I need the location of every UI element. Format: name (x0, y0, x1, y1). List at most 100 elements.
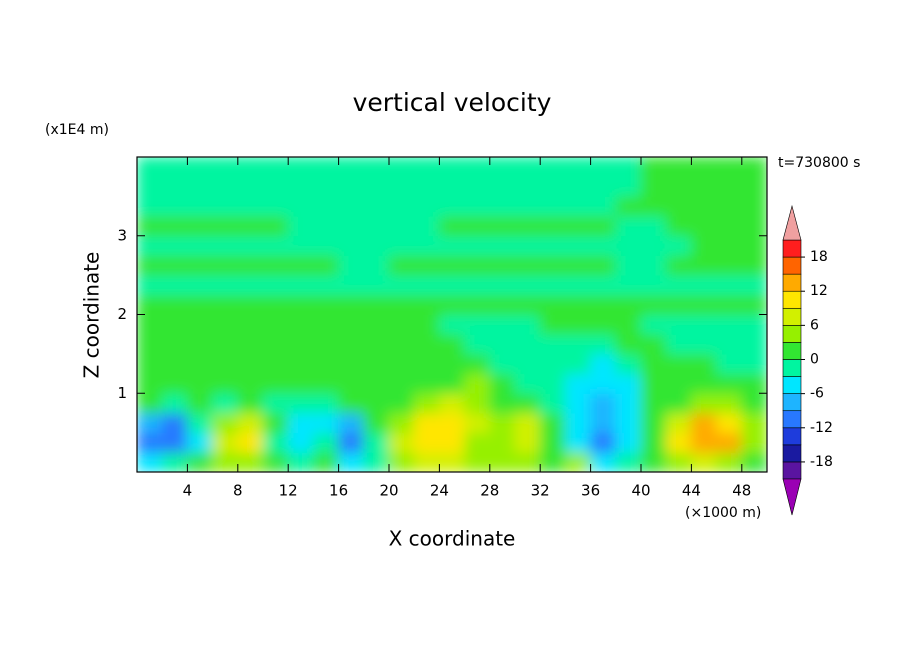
colorbar-band (782, 427, 802, 446)
field-cell (741, 254, 767, 276)
field-cell (716, 451, 743, 472)
field-cell (438, 314, 466, 335)
field-cell (312, 432, 340, 453)
x-tick-label: 12 (279, 482, 298, 500)
field-cell (514, 314, 541, 335)
field-cell (640, 451, 667, 472)
colorbar-extend-low (782, 478, 802, 516)
field-cell (413, 353, 440, 375)
field-cell (514, 451, 541, 472)
colorbar-tick-label: -18 (810, 454, 833, 470)
field-cell (690, 274, 718, 296)
field-cell (741, 412, 767, 434)
field-cell (186, 451, 214, 472)
field-cell (363, 432, 390, 453)
field-cell (539, 254, 566, 276)
field-cell (438, 157, 466, 178)
field-cell (186, 333, 214, 355)
field-cell (312, 157, 340, 178)
field-cell (237, 235, 264, 256)
field-cell (363, 373, 390, 394)
field-cell (539, 235, 566, 256)
field-cell (413, 294, 440, 315)
field-cell (514, 373, 541, 394)
field-cell (615, 392, 642, 414)
time-label: t=730800 s (778, 155, 860, 171)
field-cell (716, 314, 743, 335)
field-cell (539, 274, 566, 296)
field-cell (640, 176, 667, 197)
field-cell (590, 274, 617, 296)
field-cell (212, 353, 239, 375)
field-cell (161, 274, 188, 296)
colorbar-tick-label: -12 (810, 420, 833, 436)
field-cell (464, 274, 491, 296)
field-cell (716, 373, 743, 394)
field-cell (741, 392, 767, 414)
x-tick-label: 36 (581, 482, 600, 500)
field-cell (312, 235, 340, 256)
field-cell (716, 353, 743, 375)
field-cell (237, 157, 264, 178)
field-cell (464, 294, 491, 315)
field-cell (186, 314, 214, 335)
field-cell (464, 451, 491, 472)
field-cell (388, 373, 415, 394)
field-cell (161, 432, 188, 453)
field-cell (186, 294, 214, 315)
field-cell (212, 451, 239, 472)
chart-title: vertical velocity (353, 88, 552, 117)
field-cell (564, 274, 592, 296)
field-cell (590, 294, 617, 315)
field-cell (338, 254, 365, 276)
field-cell (716, 254, 743, 276)
field-cell (212, 412, 239, 434)
field-cell (338, 392, 365, 414)
field-cell (388, 333, 415, 355)
field-cell (262, 412, 289, 434)
field-cell (514, 215, 541, 237)
field-cell (413, 373, 440, 394)
field-cell (262, 235, 289, 256)
field-cell (590, 353, 617, 375)
field-cell (287, 314, 314, 335)
field-cell (741, 215, 767, 237)
field-cell (716, 235, 743, 256)
field-cell (741, 353, 767, 375)
field-cell (388, 451, 415, 472)
field-cell (564, 373, 592, 394)
field-cell (287, 195, 314, 217)
field-cell (514, 254, 541, 276)
field-cell (137, 235, 163, 256)
field-cell (237, 274, 264, 296)
field-cell (590, 235, 617, 256)
y-tick-label: 1 (117, 384, 127, 402)
field-cell (665, 333, 692, 355)
field-cell (640, 373, 667, 394)
field-cell (363, 412, 390, 434)
field-cell (137, 314, 163, 335)
field-cell (615, 176, 642, 197)
field-cell (489, 451, 516, 472)
field-cell (287, 157, 314, 178)
field-cell (161, 195, 188, 217)
field-cell (514, 412, 541, 434)
colorbar-band (782, 273, 802, 292)
field-cell (514, 235, 541, 256)
field-cell (237, 353, 264, 375)
field-cell (287, 451, 314, 472)
x-unit: (×1000 m) (685, 505, 761, 521)
field-cell (590, 432, 617, 453)
field-cell (262, 215, 289, 237)
field-cell (741, 157, 767, 178)
field-cell (137, 176, 163, 197)
field-cell (212, 157, 239, 178)
field-cell (161, 157, 188, 178)
field-cell (489, 333, 516, 355)
field-cell (262, 157, 289, 178)
field-cell (186, 195, 214, 217)
field-cell (388, 235, 415, 256)
field-cell (615, 373, 642, 394)
field-cell (388, 215, 415, 237)
field-cell (489, 274, 516, 296)
